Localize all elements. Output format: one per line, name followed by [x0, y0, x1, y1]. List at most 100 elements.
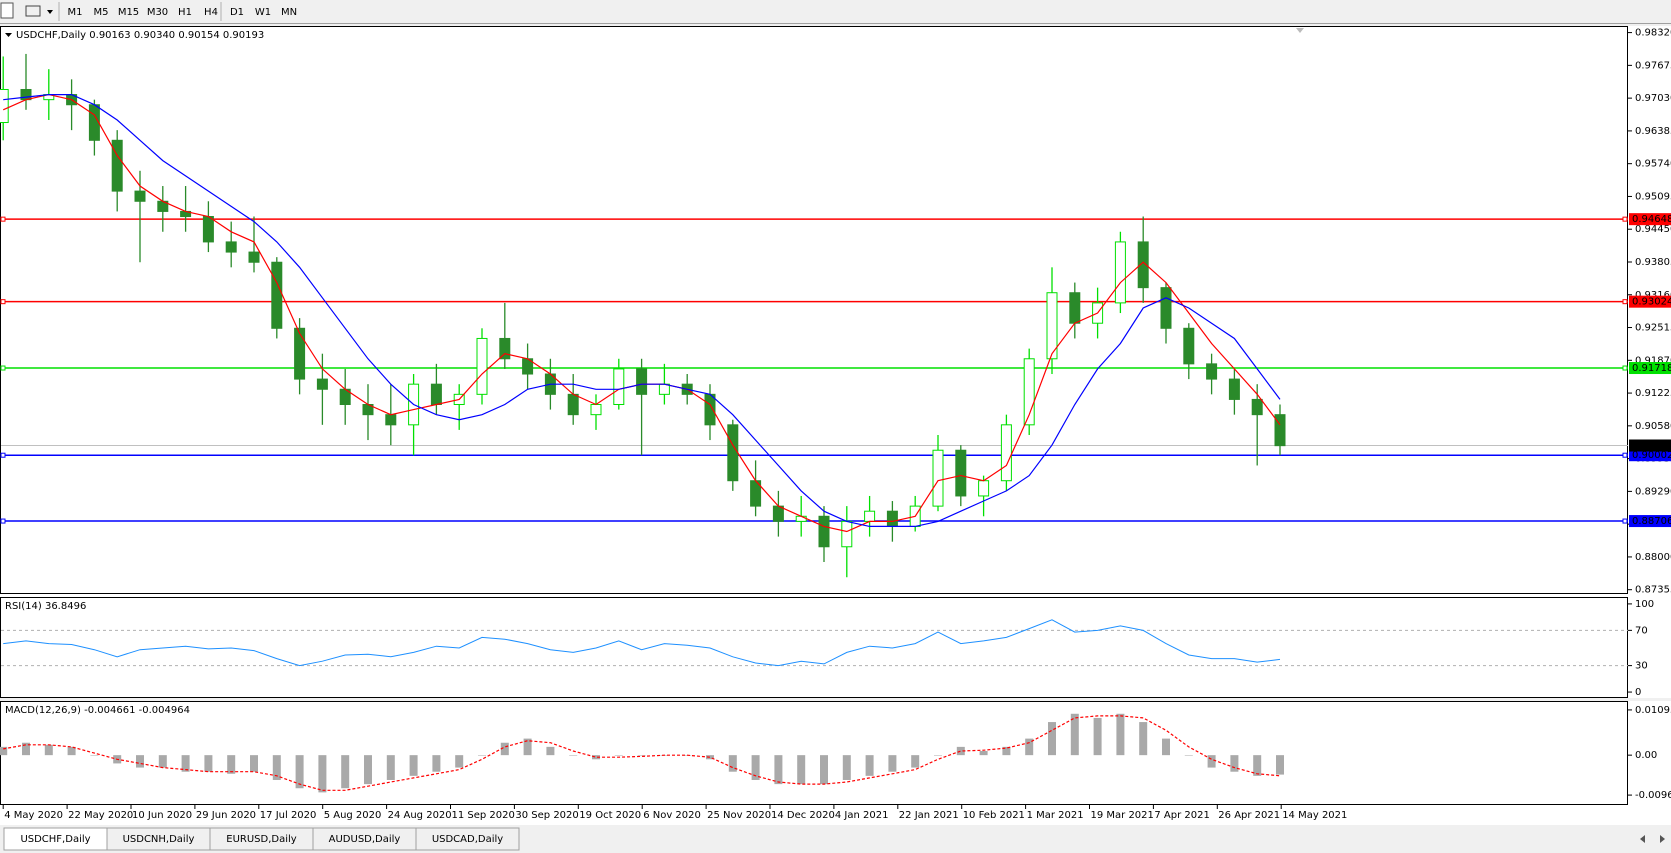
scroll-right[interactable]: [1660, 835, 1665, 843]
macd-bar: [318, 755, 327, 793]
candle-body: [294, 327, 306, 380]
timeframe-button[interactable]: M30: [147, 7, 168, 18]
y-tick-label: 0.010933: [1635, 705, 1671, 716]
macd-bar: [1253, 755, 1262, 776]
objects-icon[interactable]: [25, 5, 41, 17]
candle-body: [316, 378, 328, 390]
macd-bar: [706, 755, 714, 760]
timeframe-button[interactable]: M1: [68, 7, 83, 18]
candle-body: [978, 480, 990, 497]
x-tick-label: 19 Oct 2020: [579, 810, 641, 821]
tab-label[interactable]: USDCHF,Daily: [20, 834, 90, 845]
y-tick-label: 0.00: [1635, 750, 1657, 761]
candle-body: [0, 88, 9, 124]
tab-label[interactable]: USDCAD,Daily: [432, 834, 503, 845]
tab[interactable]: [415, 827, 520, 851]
timeframe-button[interactable]: M5: [94, 7, 109, 18]
macd-bar: [90, 755, 99, 756]
candle-body: [1206, 363, 1218, 380]
candle-body: [932, 449, 944, 507]
candle-body: [590, 404, 602, 416]
macd-bar: [1093, 717, 1102, 756]
timeframe-button[interactable]: MN: [281, 7, 297, 18]
candle-body: [271, 261, 283, 329]
candle-body: [795, 515, 807, 522]
candle-body: [499, 337, 511, 360]
level-handle: [0, 365, 6, 371]
text-tool-icon[interactable]: [0, 2, 14, 19]
x-tick-label: 6 Nov 2020: [643, 810, 701, 821]
macd-bar: [1025, 738, 1034, 756]
timeframe-button[interactable]: H4: [204, 7, 218, 18]
macd-bar: [774, 755, 783, 785]
macd-bar: [432, 755, 441, 772]
macd-bar: [500, 742, 509, 756]
y-tick-label: 0.92515: [1635, 323, 1671, 334]
macd-bar: [341, 755, 350, 789]
timeframe-button[interactable]: D1: [230, 7, 244, 18]
candle-body: [841, 520, 853, 548]
level-handle: [0, 452, 6, 458]
level-price-box: [1629, 449, 1671, 462]
chart-title: USDCHF,Daily 0.90163 0.90340 0.90154 0.9…: [16, 30, 264, 41]
candle-body: [818, 515, 830, 548]
scroll-left[interactable]: [1640, 835, 1645, 843]
macd-bar: [478, 755, 486, 756]
menu-triangle: [5, 33, 12, 37]
indicator-title: MACD(12,26,9) -0.004661 -0.004964: [5, 705, 190, 716]
timeframe-button[interactable]: H1: [178, 7, 192, 18]
macd-bar: [227, 755, 236, 774]
timeframe-button[interactable]: M15: [118, 7, 139, 18]
y-tick-label: 0.93805: [1635, 257, 1671, 268]
main-frame: [0, 26, 1628, 594]
level-price-label: 0.94648: [1632, 214, 1671, 225]
tab-label[interactable]: AUDUSD,Daily: [329, 834, 401, 845]
macd-bar: [272, 755, 281, 780]
candle-body: [430, 383, 442, 406]
level-handle: [1622, 216, 1628, 222]
shift-marker: [1296, 28, 1304, 33]
candle-body: [134, 190, 146, 202]
macd-bar: [614, 755, 623, 756]
macd-bar: [181, 755, 190, 772]
rsi-frame: [0, 597, 1628, 698]
x-tick-label: 22 May 2020: [68, 810, 133, 821]
macd-bar: [523, 738, 532, 756]
timeframe-button[interactable]: W1: [255, 7, 271, 18]
macd-bar: [250, 755, 258, 772]
candle-body: [636, 368, 648, 395]
macd-bar: [888, 755, 897, 772]
tab-label[interactable]: EURUSD,Daily: [226, 834, 297, 845]
candle-body: [886, 510, 898, 527]
level-handle: [0, 299, 6, 305]
dropdown-arrow[interactable]: [47, 10, 53, 14]
macd-bar: [911, 755, 920, 768]
candle-body: [1000, 424, 1012, 482]
level-handle: [1622, 365, 1628, 371]
macd-bar: [820, 755, 828, 785]
candle-body: [476, 337, 488, 395]
candle-body: [658, 383, 670, 395]
macd-bar: [1162, 738, 1170, 756]
candle-body: [202, 216, 214, 243]
level-price-box: [1629, 515, 1671, 528]
x-tick-label: 10 Jun 2020: [132, 810, 192, 821]
tab-label[interactable]: USDCNH,Daily: [123, 834, 195, 845]
toolbar: [0, 0, 1671, 24]
level-price-box: [1629, 295, 1671, 308]
macd-bar: [0, 746, 8, 756]
x-tick-label: 19 Mar 2021: [1091, 810, 1154, 821]
x-tick-label: 14 May 2021: [1282, 810, 1347, 821]
candle-body: [864, 510, 876, 522]
macd-bar: [751, 755, 760, 780]
level-price-label: 0.90002: [1632, 450, 1671, 461]
macd-bar: [979, 751, 988, 756]
x-tick-label: 1 Mar 2021: [1027, 810, 1084, 821]
macd-bar: [865, 755, 874, 776]
macd-bar: [1207, 755, 1216, 768]
candle-body: [1137, 241, 1149, 289]
